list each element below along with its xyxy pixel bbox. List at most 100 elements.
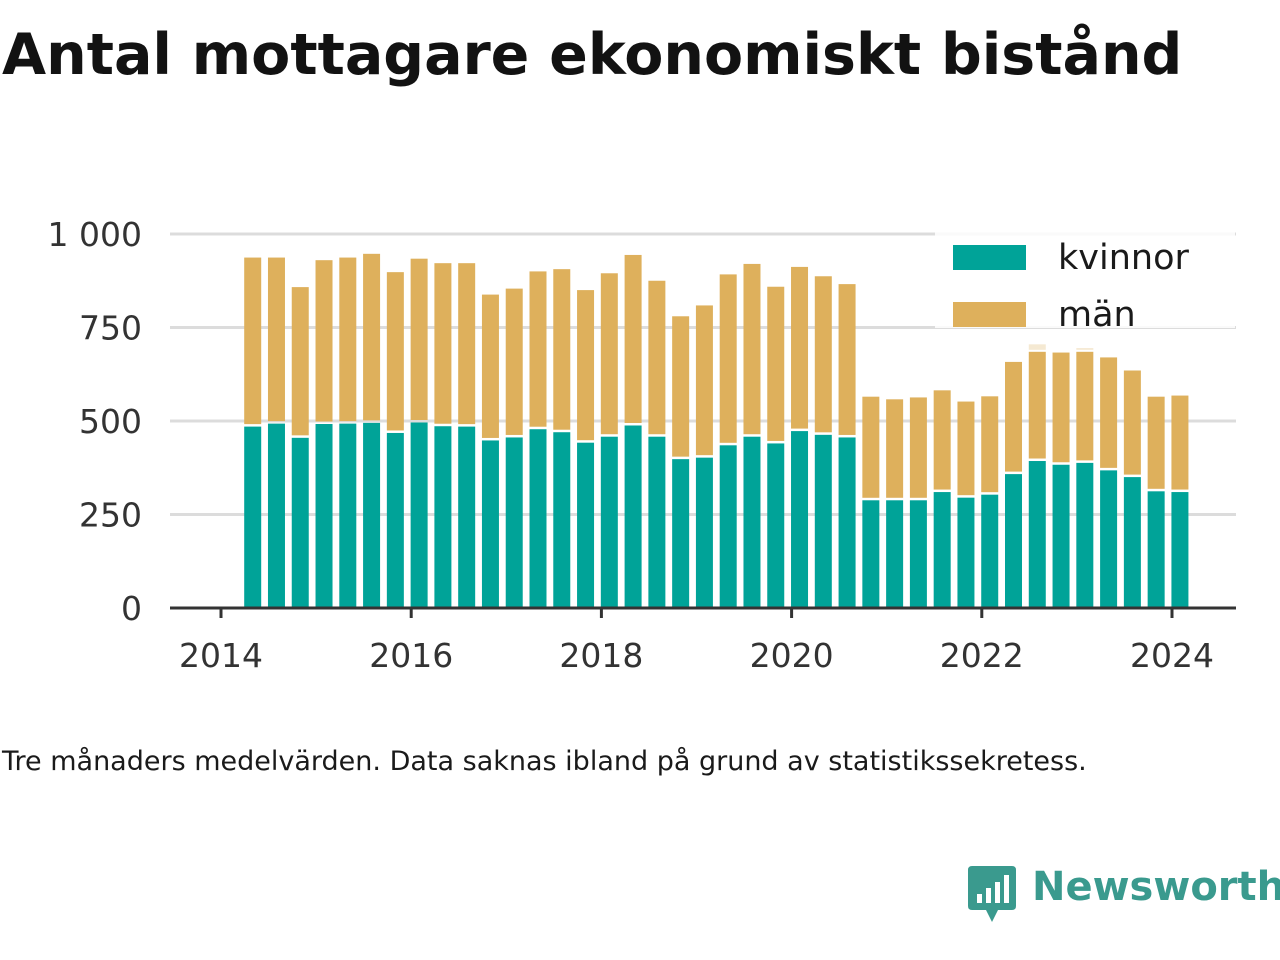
bar-män: [672, 316, 690, 457]
y-tick-label: 250: [79, 496, 142, 535]
legend-label-män: män: [1058, 295, 1136, 335]
bar-kvinnor: [957, 497, 975, 608]
bar-kvinnor: [791, 431, 809, 608]
bar-män: [315, 260, 333, 422]
bar-kvinnor: [1028, 461, 1046, 608]
bar-män: [363, 253, 381, 421]
bar-kvinnor: [695, 457, 713, 608]
bar-kvinnor: [1147, 491, 1165, 608]
brand-logo: Newsworthy: [966, 864, 1280, 924]
bar-kvinnor: [743, 436, 761, 608]
bar-män: [1052, 352, 1070, 463]
bar-män: [719, 274, 737, 443]
bar-kvinnor: [481, 440, 499, 608]
bar-män: [410, 258, 428, 420]
bar-kvinnor: [363, 422, 381, 608]
bar-kvinnor: [1052, 464, 1070, 608]
bar-män: [767, 286, 785, 441]
bar-kvinnor: [291, 437, 309, 608]
x-tick-label: 2018: [559, 636, 643, 675]
bar-män: [1147, 396, 1165, 489]
bar-män: [386, 272, 404, 431]
bar-män: [339, 257, 357, 422]
axes: 0 250 500 750 1 000 2014 2016 2018 2020 2022 2024: [48, 215, 1236, 675]
bar-kvinnor: [933, 492, 951, 608]
newsworthy-logo-icon: [968, 866, 1016, 922]
bars: [244, 253, 1189, 608]
bar-män: [291, 287, 309, 436]
footnote: Tre månaders medelvärden. Data saknas ib…: [2, 746, 1087, 777]
bar-män: [624, 254, 642, 423]
bar-män: [1123, 370, 1141, 475]
bar-kvinnor: [981, 494, 999, 608]
bar-kvinnor: [624, 425, 642, 608]
bar-kvinnor: [1171, 492, 1189, 608]
bar-kvinnor: [1123, 477, 1141, 608]
bar-kvinnor: [410, 422, 428, 608]
bar-kvinnor: [886, 500, 904, 608]
bar-män: [909, 397, 927, 498]
bar-kvinnor: [909, 500, 927, 608]
bar-kvinnor: [1076, 462, 1094, 608]
y-tick-label: 750: [79, 309, 142, 348]
bar-kvinnor: [600, 436, 618, 608]
y-tick-label: 1 000: [48, 215, 142, 254]
bar-kvinnor: [648, 436, 666, 608]
bar-män: [1028, 351, 1046, 459]
bar-kvinnor: [814, 434, 832, 608]
bar-män: [981, 396, 999, 493]
bar-kvinnor: [672, 459, 690, 608]
bar-kvinnor: [339, 423, 357, 608]
bar-kvinnor: [458, 426, 476, 608]
bar-män: [577, 290, 595, 441]
bar-män: [743, 263, 761, 435]
bar-kvinnor: [1100, 470, 1118, 608]
y-tick-label: 0: [121, 589, 142, 628]
bar-män: [553, 269, 571, 430]
bar-män: [862, 396, 880, 498]
legend-swatch-kvinnor: [953, 245, 1026, 270]
bar-extra-segment: [1028, 344, 1046, 350]
bar-kvinnor: [767, 443, 785, 608]
legend-label-kvinnor: kvinnor: [1058, 238, 1189, 278]
bar-män: [481, 294, 499, 438]
bar-chart: kvinnor män 0 250 500 750 1 000 2014 2016 2018 20…: [48, 215, 1236, 675]
bar-män: [529, 271, 547, 427]
bar-kvinnor: [386, 432, 404, 608]
bar-kvinnor: [267, 423, 285, 608]
bar-kvinnor: [553, 432, 571, 608]
bar-män: [838, 284, 856, 435]
x-tick-label: 2022: [940, 636, 1024, 675]
bar-män: [244, 257, 262, 425]
legend-swatch-män: [953, 302, 1026, 327]
bar-kvinnor: [529, 429, 547, 608]
bar-män: [814, 276, 832, 433]
bar-män: [1171, 395, 1189, 490]
bar-män: [434, 263, 452, 424]
bar-män: [933, 390, 951, 490]
y-tick-label: 500: [79, 402, 142, 441]
bar-män: [458, 263, 476, 425]
legend: kvinnor män: [935, 230, 1235, 335]
bar-män: [695, 305, 713, 456]
bar-män: [600, 273, 618, 435]
bar-män: [505, 288, 523, 435]
bar-kvinnor: [838, 437, 856, 608]
chart-title: Antal mottagare ekonomiskt bistånd: [2, 22, 1183, 88]
x-tick-label: 2020: [750, 636, 834, 675]
brand-name: Newsworthy: [1032, 864, 1280, 910]
bar-extra-segment: [1076, 348, 1094, 350]
bar-män: [1005, 361, 1022, 472]
x-tick-label: 2016: [369, 636, 453, 675]
bar-män: [957, 401, 975, 496]
bar-kvinnor: [719, 445, 737, 608]
x-tick-label: 2024: [1130, 636, 1214, 675]
bar-män: [1076, 351, 1094, 461]
bar-kvinnor: [862, 500, 880, 608]
bar-kvinnor: [577, 442, 595, 608]
bar-kvinnor: [434, 426, 452, 608]
bar-kvinnor: [244, 426, 262, 608]
x-tick-label: 2014: [179, 636, 263, 675]
bar-kvinnor: [315, 423, 333, 608]
bar-män: [791, 266, 809, 429]
